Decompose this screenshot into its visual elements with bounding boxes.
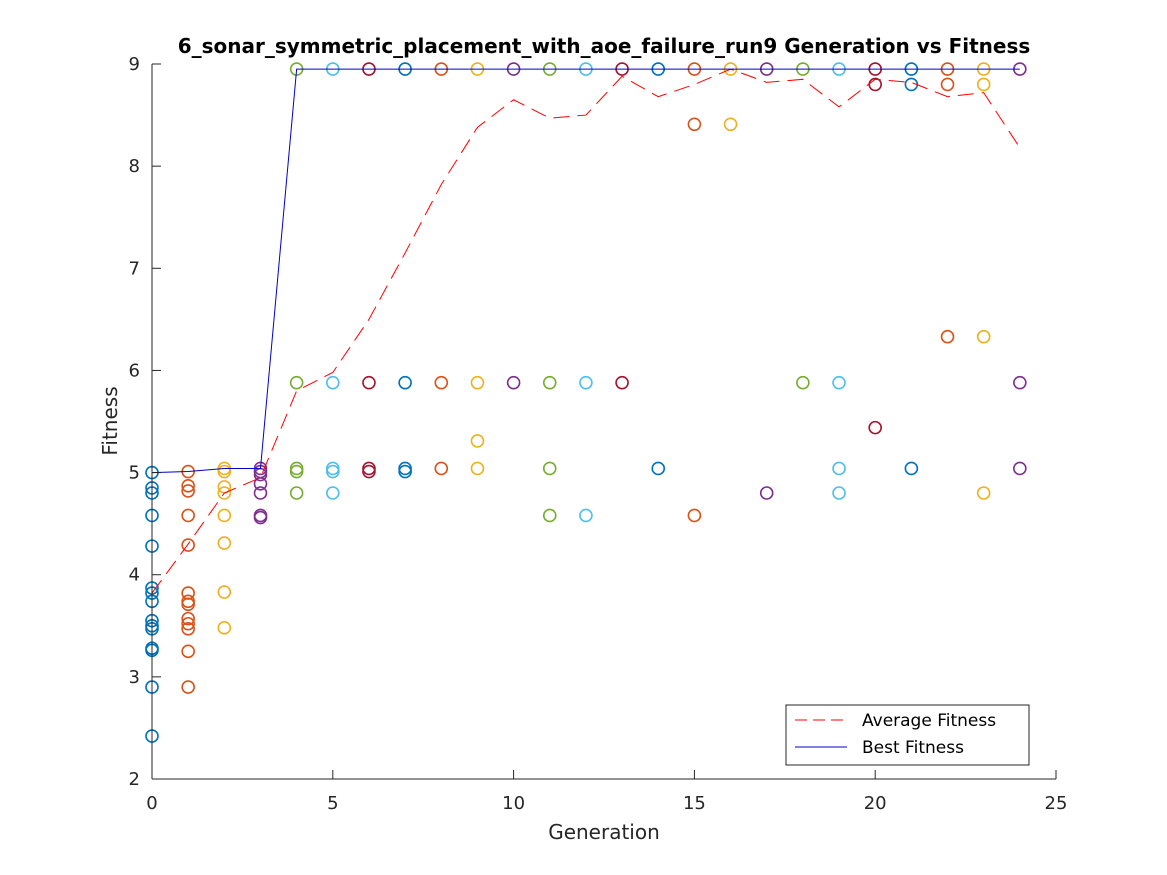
population-point (542, 508, 557, 523)
population-point (217, 486, 232, 500)
x-tick-label: 5 (327, 793, 338, 814)
population-point (723, 117, 738, 132)
x-tick-label: 20 (864, 793, 887, 814)
legend-average-label: Average Fitness (862, 711, 996, 731)
x-tick-label: 10 (502, 793, 525, 814)
legend-box (785, 704, 1030, 766)
population-point (832, 461, 846, 476)
population-point (976, 486, 991, 500)
population-point (506, 375, 521, 390)
y-tick-label: 2 (129, 769, 140, 790)
population-point (325, 486, 340, 500)
average-fitness-line (151, 68, 1021, 594)
population-point (832, 486, 846, 500)
population-point (940, 77, 955, 92)
population-point (651, 461, 666, 476)
y-tick-label: 6 (129, 360, 140, 381)
population-point (181, 484, 195, 498)
population-point (325, 375, 340, 390)
population-point (1013, 461, 1027, 476)
population-point (1013, 375, 1027, 390)
population-point (976, 77, 991, 92)
population-point (434, 375, 449, 390)
population-point (181, 680, 195, 694)
population-point (904, 461, 919, 476)
population-point (253, 486, 268, 500)
y-tick-label: 5 (129, 463, 140, 484)
population-point (434, 461, 449, 476)
population-point (470, 375, 485, 390)
population-point (398, 375, 412, 390)
population-point (759, 486, 774, 500)
population-point (217, 585, 232, 599)
y-axis-label: Fitness (98, 386, 122, 455)
population-point (217, 464, 232, 479)
population-point (398, 464, 412, 479)
population-point (832, 375, 846, 390)
population-point (325, 464, 340, 479)
population-point (362, 375, 376, 390)
legend: Average Fitness Best Fitness (785, 704, 1030, 766)
y-tick-label: 8 (129, 156, 140, 177)
legend-best-label: Best Fitness (862, 738, 964, 758)
population-point (181, 538, 195, 552)
population-point (181, 597, 195, 612)
y-tick-label: 3 (129, 667, 140, 688)
population-point (217, 536, 232, 550)
population-point (976, 329, 991, 344)
population-point (615, 375, 629, 390)
population-point (181, 611, 195, 626)
population-point (542, 375, 557, 390)
population-point (796, 375, 810, 390)
population-point (687, 508, 702, 523)
x-tick-label: 0 (146, 793, 157, 814)
population-point (868, 420, 883, 435)
population-point (470, 461, 485, 476)
population-point (181, 479, 195, 493)
x-tick-label: 25 (1045, 793, 1068, 814)
population-point (289, 464, 304, 479)
population-point (470, 434, 485, 448)
y-tick-label: 9 (129, 54, 140, 75)
y-tick-label: 4 (129, 565, 140, 586)
axes (151, 63, 1057, 780)
population-point (181, 644, 195, 659)
x-tick-label: 15 (683, 793, 706, 814)
population-point (362, 464, 376, 479)
population-point (579, 375, 593, 390)
population-point (542, 461, 557, 476)
population-point (181, 622, 195, 636)
population-point (253, 477, 268, 491)
population-point (253, 510, 268, 525)
population-point (289, 486, 304, 500)
population-point (217, 621, 232, 635)
population-point (181, 508, 195, 523)
series-lines (151, 68, 1021, 594)
population-point (181, 616, 195, 631)
population-point (579, 508, 593, 523)
plot-area (152, 64, 1056, 779)
chart-title: 6_sonar_symmetric_placement_with_aoe_fai… (178, 34, 1031, 58)
population-point (687, 117, 702, 132)
y-tick-label: 7 (129, 258, 140, 279)
best-fitness-line (151, 68, 1020, 474)
population-point (217, 508, 232, 523)
tick-labels: 0 5 10 15 20 25 2 3 4 5 6 7 8 9 (129, 54, 1068, 814)
population-point (940, 329, 955, 344)
x-axis-label: Generation (548, 820, 660, 844)
population-point (289, 375, 304, 390)
